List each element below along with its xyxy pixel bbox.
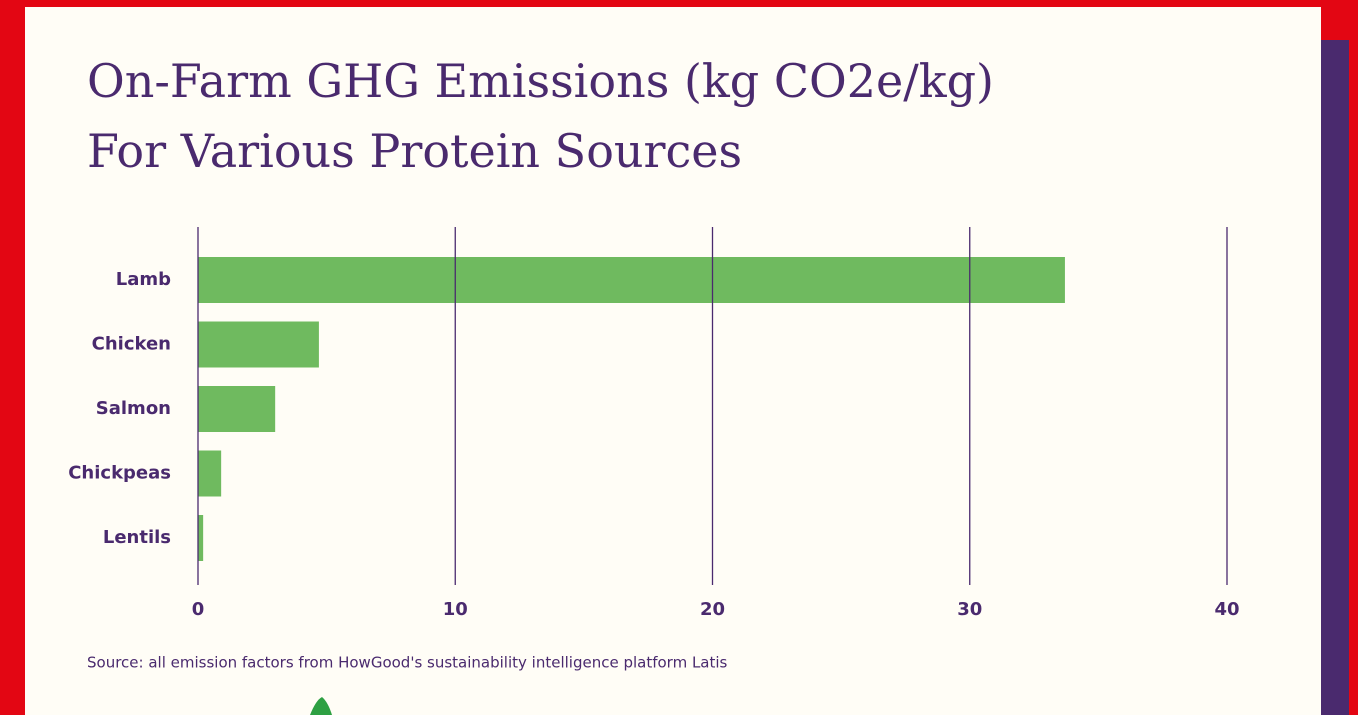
y-tick-label: Salmon — [96, 398, 171, 419]
bar — [198, 515, 204, 561]
y-tick-label: Lentils — [103, 527, 171, 548]
decoration — [310, 697, 332, 715]
x-tick-label: 30 — [957, 599, 982, 620]
x-tick-label: 40 — [1214, 599, 1239, 620]
x-tick-label: 20 — [700, 599, 725, 620]
bar — [198, 321, 319, 368]
y-tick-label: Chickpeas — [68, 463, 171, 484]
y-tick-label: Lamb — [116, 269, 171, 290]
chart-title: On-Farm GHG Emissions (kg CO2e/kg) — [87, 54, 994, 108]
y-tick-label: Chicken — [92, 334, 171, 355]
x-tick-label: 10 — [443, 599, 468, 620]
chart-title: For Various Protein Sources — [87, 124, 742, 178]
bar — [198, 257, 1065, 303]
x-tick-label: 0 — [192, 599, 205, 620]
bar — [198, 450, 222, 497]
source-note: Source: all emission factors from HowGoo… — [87, 654, 728, 672]
side-strip — [1321, 40, 1349, 715]
bar — [198, 386, 276, 432]
